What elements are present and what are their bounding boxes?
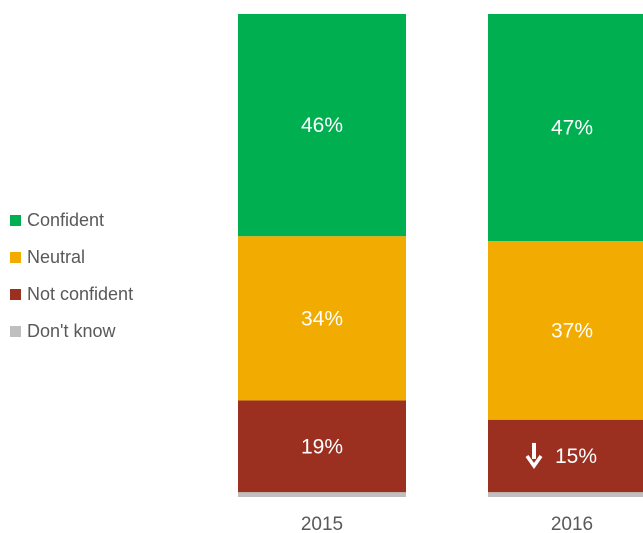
legend-item-not-confident: Not confident bbox=[10, 276, 133, 313]
legend-item-neutral: Neutral bbox=[10, 239, 133, 276]
legend-item-dont-know: Don't know bbox=[10, 313, 133, 350]
x-tick-label-2016: 2016 bbox=[551, 514, 593, 533]
bar-segment-neutral-2015 bbox=[238, 236, 406, 401]
legend-swatch-neutral bbox=[10, 252, 21, 263]
legend-label-confident: Confident bbox=[27, 210, 105, 230]
data-label-not-confident-2015: 19% bbox=[301, 435, 343, 458]
legend-label-not-confident: Not confident bbox=[27, 284, 134, 304]
data-label-neutral-2015: 34% bbox=[301, 307, 343, 330]
x-tick-label-2015: 2015 bbox=[301, 514, 343, 533]
legend-swatch-dont-know bbox=[10, 326, 21, 337]
down-arrow-icon-head bbox=[525, 454, 543, 469]
bar-segment-don-t-know-2015 bbox=[238, 492, 406, 497]
legend-item-confident: Confident bbox=[10, 202, 133, 239]
legend: Confident Neutral Not confident Don't kn… bbox=[10, 202, 133, 350]
bar-segment-confident-2016 bbox=[488, 14, 643, 242]
bar-segment-don-t-know-2016 bbox=[488, 492, 643, 497]
data-label-confident-2015: 46% bbox=[301, 114, 343, 137]
bar-segment-confident-2015 bbox=[238, 14, 406, 237]
legend-swatch-confident bbox=[10, 215, 21, 226]
data-label-not-confident-2016: 15% bbox=[555, 445, 597, 468]
legend-label-dont-know: Don't know bbox=[27, 321, 116, 341]
data-label-confident-2016: 47% bbox=[551, 117, 593, 140]
bar-segment-not-confident-2015 bbox=[238, 400, 406, 493]
legend-label-neutral: Neutral bbox=[27, 247, 86, 267]
bar-segment-neutral-2016 bbox=[488, 241, 643, 420]
legend-swatch-not-confident bbox=[10, 289, 21, 300]
data-label-neutral-2016: 37% bbox=[551, 319, 593, 342]
bar-segment-not-confident-2016 bbox=[488, 419, 643, 493]
